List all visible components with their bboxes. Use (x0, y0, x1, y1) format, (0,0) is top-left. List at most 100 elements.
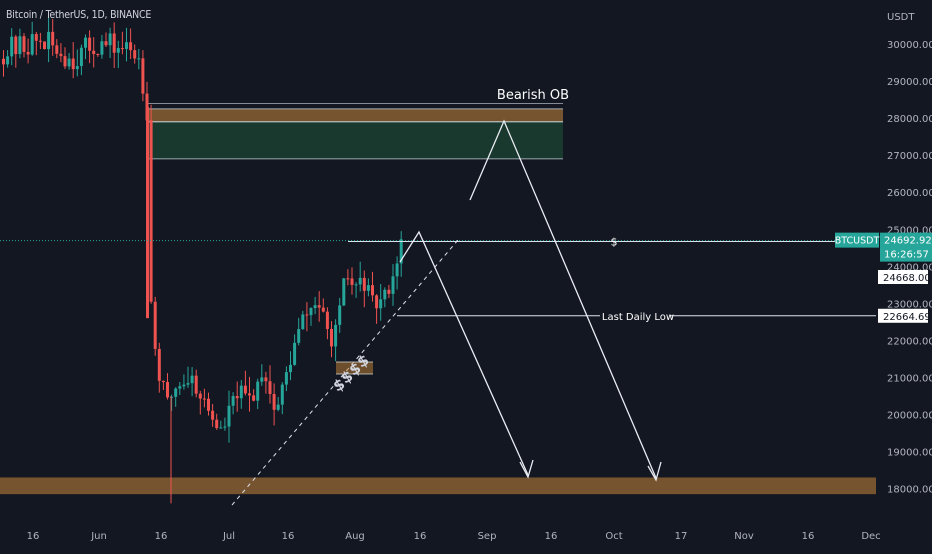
y-tick-2: 20000.00 (887, 411, 932, 422)
candle-62 (256, 381, 260, 401)
trendline (231, 239, 459, 506)
candle-29 (120, 48, 124, 50)
x-tick-13: Dec (861, 531, 880, 542)
countdown: 16:26:57 (884, 250, 929, 261)
y-tick-11: 29000.00 (887, 77, 932, 88)
current-price: 24692.92 (884, 236, 932, 247)
liquidity-box (336, 362, 373, 374)
y-tick-7: 25000.00 (887, 225, 932, 236)
candle-32 (133, 50, 137, 59)
x-tick-5: Aug (345, 531, 365, 542)
candle-54 (223, 426, 227, 428)
candle-2 (10, 36, 14, 57)
zone-2 (0, 477, 876, 495)
candle-52 (215, 419, 219, 429)
candle-33 (137, 58, 141, 60)
candle-43 (178, 386, 182, 389)
y-tick-9: 27000.00 (887, 151, 932, 162)
currency-label: USDT (887, 12, 915, 23)
candle-65 (268, 381, 272, 395)
candle-66 (272, 394, 276, 410)
bearish-ob-label: Bearish OB (497, 88, 569, 103)
candle-51 (211, 410, 215, 420)
candle-74 (305, 314, 309, 316)
candle-5 (22, 36, 26, 52)
y-tick-6: 24000.00 (887, 262, 932, 273)
symbol-header: Bitcoin / TetherUS, 1D, BINANCE (6, 9, 152, 21)
candle-31 (129, 42, 133, 51)
projection-path-1 (399, 230, 529, 476)
candle-63 (260, 377, 264, 382)
x-tick-6: 16 (414, 531, 427, 542)
candle-40 (166, 382, 169, 398)
x-tick-3: Jul (222, 531, 235, 542)
candle-19 (79, 47, 83, 67)
crash-candle (146, 106, 149, 319)
y-tick-12: 30000.00 (887, 40, 932, 51)
candle-11 (47, 31, 51, 50)
candle-49 (202, 398, 206, 400)
dollar-label: $ (611, 236, 618, 249)
candle-68 (280, 384, 284, 405)
candle-26 (108, 33, 112, 46)
candle-53 (219, 427, 223, 429)
candle-86 (354, 284, 358, 286)
candle-44 (182, 384, 186, 387)
candle-46 (190, 375, 194, 384)
candle-80 (330, 328, 333, 347)
candle-3 (14, 36, 18, 55)
projection-path-2 (469, 119, 657, 479)
x-tick-9: Oct (605, 531, 622, 542)
candle-22 (92, 50, 96, 55)
candle-56 (231, 396, 235, 406)
candle-78 (321, 307, 325, 312)
candle-47 (194, 375, 198, 394)
x-tick-10: 17 (675, 531, 688, 542)
x-tick-8: 16 (545, 531, 558, 542)
candle-71 (293, 342, 297, 365)
candle-83 (342, 278, 346, 306)
candle-60 (248, 393, 251, 396)
candle-38 (157, 348, 161, 381)
candle-95 (391, 276, 395, 294)
candle-64 (264, 377, 268, 382)
candle-50 (207, 398, 210, 411)
candle-72 (297, 329, 301, 343)
zone-0 (146, 108, 563, 122)
candle-93 (383, 289, 387, 300)
y-tick-1: 19000.00 (887, 448, 932, 459)
candle-21 (88, 37, 92, 51)
candle-67 (276, 404, 280, 410)
candle-18 (75, 66, 79, 70)
y-tick-0: 18000.00 (887, 485, 932, 496)
candle-15 (63, 56, 67, 67)
candle-37 (153, 301, 157, 349)
price-label-0: 24668.00 (883, 273, 931, 284)
candle-9 (38, 40, 42, 42)
candle-90 (371, 285, 374, 296)
candle-27 (112, 33, 116, 53)
symbol-tag: BTCUSDT (835, 236, 880, 247)
last-daily-low-label: Last Daily Low (602, 312, 674, 323)
candle-6 (26, 51, 30, 55)
x-tick-11: Nov (734, 531, 754, 542)
candle-77 (317, 305, 321, 308)
arrowhead-1 (519, 459, 534, 479)
candle-4 (18, 36, 22, 55)
candle-58 (239, 385, 243, 399)
candle-88 (362, 277, 366, 291)
candle-70 (289, 364, 292, 373)
candle-10 (43, 41, 46, 50)
candle-97 (399, 239, 403, 264)
x-tick-1: Jun (90, 531, 107, 542)
candle-42 (174, 388, 178, 397)
y-tick-8: 26000.00 (887, 188, 932, 199)
candle-79 (325, 311, 329, 329)
candle-69 (284, 372, 288, 385)
candle-1 (6, 56, 10, 65)
y-tick-10: 28000.00 (887, 114, 932, 125)
candle-87 (358, 277, 362, 285)
x-tick-0: 16 (27, 531, 40, 542)
